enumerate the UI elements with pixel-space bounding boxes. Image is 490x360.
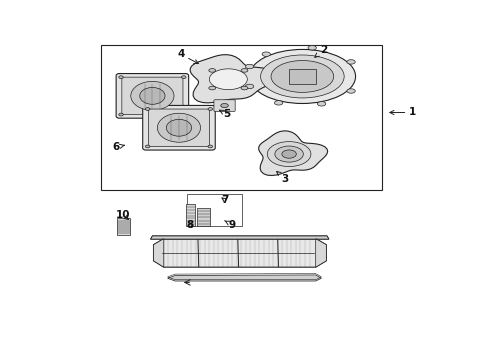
Ellipse shape — [271, 60, 334, 93]
Ellipse shape — [347, 89, 355, 93]
Ellipse shape — [146, 108, 150, 111]
Ellipse shape — [291, 70, 314, 83]
Text: 1: 1 — [390, 108, 416, 117]
Polygon shape — [150, 236, 329, 239]
Bar — [289, 69, 316, 84]
FancyBboxPatch shape — [122, 77, 183, 114]
Bar — [118, 219, 130, 235]
FancyBboxPatch shape — [116, 73, 189, 118]
Ellipse shape — [140, 87, 165, 104]
Ellipse shape — [245, 84, 254, 89]
Text: 5: 5 — [220, 109, 230, 119]
Ellipse shape — [181, 113, 186, 116]
Ellipse shape — [209, 69, 216, 72]
Ellipse shape — [208, 145, 213, 148]
Polygon shape — [316, 239, 326, 267]
Ellipse shape — [208, 108, 213, 111]
Text: 2: 2 — [315, 45, 327, 57]
Ellipse shape — [241, 69, 248, 72]
FancyBboxPatch shape — [143, 105, 215, 150]
Text: 4: 4 — [177, 49, 198, 64]
Ellipse shape — [209, 86, 216, 90]
Text: 6: 6 — [113, 142, 124, 152]
Ellipse shape — [157, 113, 200, 142]
Text: 8: 8 — [187, 220, 194, 230]
Polygon shape — [190, 55, 277, 103]
Bar — [187, 194, 242, 226]
Bar — [101, 45, 382, 190]
Text: 7: 7 — [221, 195, 228, 205]
Ellipse shape — [347, 60, 355, 64]
Polygon shape — [153, 239, 164, 267]
Ellipse shape — [241, 86, 248, 90]
Ellipse shape — [282, 150, 296, 158]
FancyBboxPatch shape — [186, 204, 196, 226]
Polygon shape — [259, 131, 328, 176]
Ellipse shape — [267, 141, 311, 167]
Ellipse shape — [245, 64, 254, 69]
Ellipse shape — [119, 76, 123, 78]
Ellipse shape — [261, 55, 344, 98]
Ellipse shape — [318, 102, 326, 106]
FancyBboxPatch shape — [214, 100, 235, 111]
Ellipse shape — [275, 146, 303, 162]
Ellipse shape — [146, 145, 150, 148]
Text: 9: 9 — [224, 220, 236, 230]
Ellipse shape — [308, 46, 317, 50]
Ellipse shape — [181, 76, 186, 78]
Polygon shape — [168, 275, 321, 281]
Ellipse shape — [131, 81, 174, 110]
Ellipse shape — [262, 52, 270, 57]
Ellipse shape — [166, 119, 192, 136]
Text: 3: 3 — [277, 171, 289, 184]
Ellipse shape — [274, 101, 283, 105]
Ellipse shape — [220, 103, 228, 108]
FancyBboxPatch shape — [148, 109, 210, 147]
Polygon shape — [153, 239, 326, 267]
FancyBboxPatch shape — [197, 208, 211, 226]
Text: 10: 10 — [116, 210, 130, 220]
Ellipse shape — [249, 49, 356, 103]
Ellipse shape — [209, 69, 247, 90]
Ellipse shape — [119, 113, 123, 116]
